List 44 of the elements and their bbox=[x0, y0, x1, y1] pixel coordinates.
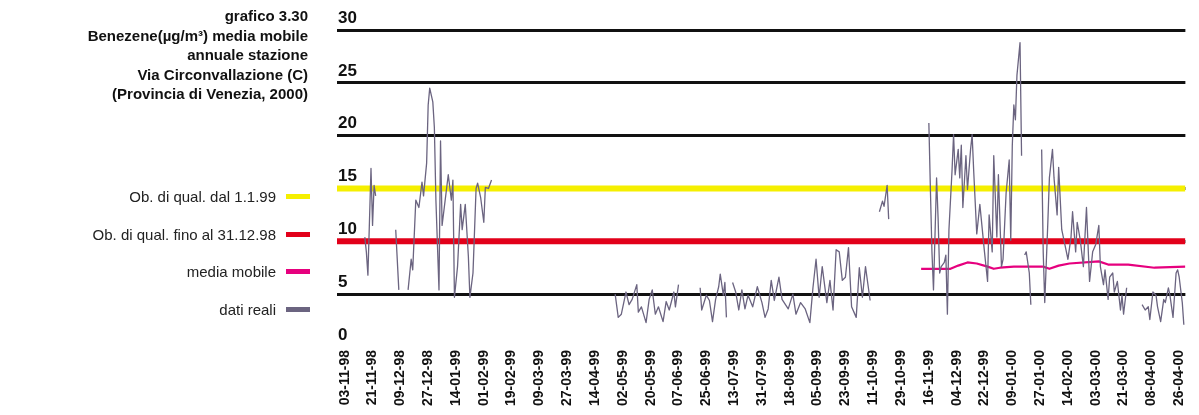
x-tick-label: 23-09-99 bbox=[836, 349, 853, 407]
x-tick-label: 25-06-99 bbox=[697, 349, 714, 407]
x-tick-label: 21-11-98 bbox=[363, 349, 380, 406]
text: Benezene(µg/m³) media mobile annuale stazione Via Circonvallazione (C) (Provincia di Venezia, 2000) bbox=[87, 25, 308, 104]
legend-label: Ob. di qual. dal 1.1.99 bbox=[129, 188, 276, 206]
y-tick-label: 15 bbox=[338, 166, 357, 186]
x-tick-label: 09-03-99 bbox=[530, 349, 547, 407]
x-tick-label: 20-05-99 bbox=[641, 349, 658, 407]
legend-label: Ob. di qual. fino al 31.12.98 bbox=[92, 225, 276, 243]
x-tick-label: 18-08-99 bbox=[780, 349, 797, 407]
x-tick-label: 27-12-98 bbox=[419, 349, 436, 407]
x-tick-label: 19-02-99 bbox=[502, 349, 519, 407]
x-tick-label: 01-02-99 bbox=[474, 349, 491, 407]
y-tick-label: 10 bbox=[338, 218, 357, 238]
x-tick-label: 14-01-99 bbox=[446, 349, 463, 407]
x-tick-label: 21-03-00 bbox=[1114, 349, 1131, 407]
y-tick-label: 30 bbox=[338, 7, 357, 27]
y-tick-label: 0 bbox=[338, 324, 348, 344]
x-tick-label: 22-12-99 bbox=[975, 349, 992, 407]
x-tick-label: 04-12-99 bbox=[947, 349, 964, 407]
x-tick-label: 09-12-98 bbox=[391, 349, 408, 407]
x-tick-label: 14-02-00 bbox=[1058, 349, 1075, 407]
x-tick-label: 09-01-00 bbox=[1003, 349, 1020, 407]
legend-label: dati reali bbox=[219, 300, 276, 318]
x-tick-label: 29-10-99 bbox=[891, 349, 908, 407]
x-tick-label: 02-05-99 bbox=[613, 349, 630, 407]
x-tick-label: 03-03-00 bbox=[1086, 349, 1103, 407]
y-tick-label: 25 bbox=[338, 60, 357, 80]
x-tick-label: 16-11-99 bbox=[919, 349, 936, 406]
x-tick-label: 03-11-98 bbox=[335, 349, 352, 406]
x-tick-label: 11-10-99 bbox=[864, 349, 881, 406]
x-tick-label: 26-04-00 bbox=[1170, 349, 1187, 407]
x-tick-label: 27-01-00 bbox=[1030, 349, 1047, 407]
x-tick-label: 14-04-99 bbox=[585, 349, 602, 407]
x-tick-label: 13-07-99 bbox=[725, 349, 741, 407]
x-tick-label: 08-04-00 bbox=[1142, 349, 1159, 407]
chart-title: grafico 3.30 bbox=[223, 6, 308, 26]
x-tick-label: 07-06-99 bbox=[669, 349, 686, 407]
x-tick-label: 31-07-99 bbox=[752, 349, 769, 407]
x-tick-label: 27-03-99 bbox=[558, 349, 575, 407]
y-tick-label: 5 bbox=[338, 271, 348, 291]
legend-label: media mobile bbox=[186, 263, 276, 281]
x-tick-label: 05-09-99 bbox=[808, 349, 825, 407]
y-tick-label: 20 bbox=[338, 113, 357, 133]
